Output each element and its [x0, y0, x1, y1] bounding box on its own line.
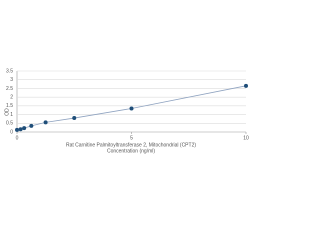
data-point	[43, 120, 48, 125]
x-tick-label: 10	[243, 135, 249, 141]
data-point	[72, 116, 77, 121]
data-point	[18, 127, 23, 132]
chart-title: Rat Carnitine Palmitoyltransferase 2, Mi…	[66, 142, 196, 148]
data-point	[29, 123, 34, 128]
data-point	[129, 106, 134, 111]
data-point	[22, 126, 27, 131]
x-tick-label: 5	[130, 135, 133, 141]
y-axis-title: OD	[4, 108, 10, 116]
y-tick-label: 3	[10, 77, 13, 83]
x-axis-title: Concentration (ng/ml)	[107, 148, 155, 154]
y-tick-label: 0	[10, 129, 13, 135]
y-tick-label: 3.5	[6, 68, 13, 74]
y-tick-label: 2	[10, 94, 13, 100]
data-point	[15, 127, 19, 132]
y-tick-label: 1	[10, 112, 13, 118]
data-point	[244, 83, 248, 88]
y-tick-label: 1.5	[6, 103, 13, 109]
chart: OD Rat Carnitine Palmitoyltransferase 2,…	[4, 68, 249, 154]
y-tick-label: 2.5	[6, 86, 13, 92]
x-tick-label: 0	[16, 135, 19, 141]
y-tick-label: 0.5	[6, 121, 13, 127]
